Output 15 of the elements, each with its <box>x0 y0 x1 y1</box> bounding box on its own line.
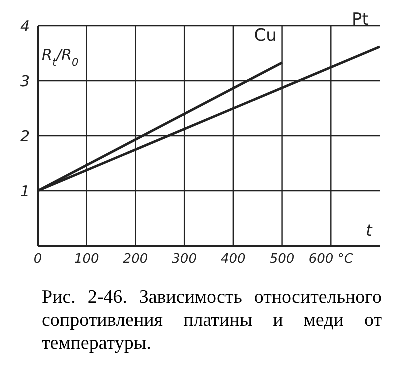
x-axis-title: t <box>366 221 373 240</box>
x-tick-label: 0 <box>34 252 42 268</box>
x-tick-label: 600 °C <box>308 252 354 268</box>
x-tick-label: 200 <box>123 252 148 268</box>
text: Рис. 2-46. Зависимость относительного сопротивления платины и меди от температуры. <box>41 286 383 355</box>
x-tick-label: 500 <box>270 252 295 268</box>
series-label: Pt <box>352 10 370 30</box>
x-tick-label: 400 <box>221 252 246 268</box>
y-tick-label: 3 <box>20 72 30 90</box>
y-tick-label: 4 <box>20 17 30 36</box>
y-tick-label: 1 <box>20 182 30 200</box>
series-label: Cu <box>254 26 277 46</box>
y-tick-label: 2 <box>20 127 30 146</box>
x-tick-label: 300 <box>172 252 197 268</box>
x-tick-label: 100 <box>74 252 100 268</box>
